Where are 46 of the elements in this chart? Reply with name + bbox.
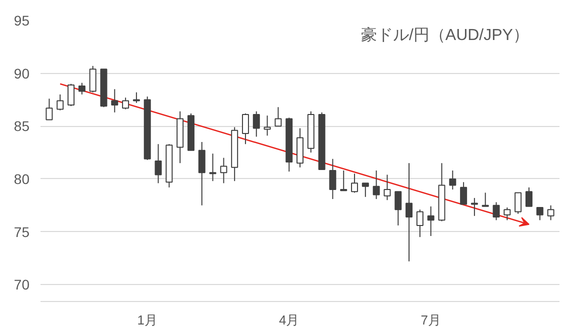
candlestick [547,204,554,221]
candlestick [449,170,456,190]
candlestick [122,97,130,110]
candlestick [89,65,96,93]
candlestick [220,157,228,184]
x-tick-label: 7月 [420,312,441,328]
candlestick [132,92,140,104]
candlestick [427,206,434,237]
candlestick [252,110,260,138]
candlestick [416,209,424,238]
candlestick [406,162,413,262]
candlestick [536,206,544,221]
candlestick [46,98,53,120]
candlestick [492,202,500,221]
candlestick [68,83,75,107]
candlestick [504,206,511,221]
candlestick [372,170,380,200]
candlestick [264,115,271,136]
x-tick-label: 4月 [278,312,300,328]
candlestick [482,192,489,207]
candlestick [470,197,478,216]
y-tick-label: 70 [14,276,30,293]
candlestick [56,94,64,111]
candlestick [111,88,118,113]
y-tick-label: 95 [14,12,30,28]
candlestick [514,192,522,214]
candlestick [340,170,348,192]
y-tick-label: 75 [14,224,30,240]
candlestick [274,106,282,127]
candlestick [394,191,402,226]
y-tick-label: 80 [14,170,30,187]
candlestick [460,182,468,205]
candlestick [329,158,336,200]
candlestick [384,174,391,201]
x-tick-label: 1月 [137,312,158,328]
candlestick [209,153,216,182]
candlestick [154,144,162,184]
candlestick [351,173,358,194]
candlestick [78,82,86,95]
candlestick [198,141,206,206]
candlestick [525,186,532,207]
candlestick [362,182,369,198]
candlestick [242,112,249,145]
chart-title: 豪ドル/円（AUD/JPY） [360,26,529,44]
y-tick-label: 90 [14,65,30,82]
y-tick-label: 85 [14,118,30,134]
